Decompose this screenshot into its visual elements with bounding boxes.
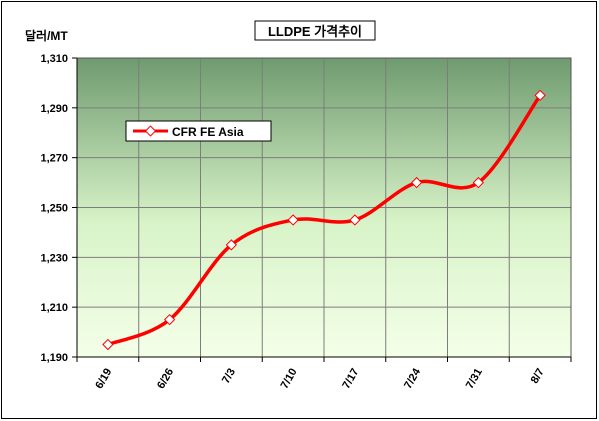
chart-title: LLDPE 가격추이 [268, 24, 362, 39]
x-tick-label: 7/10 [279, 367, 300, 392]
x-tick-label: 7/3 [220, 367, 238, 386]
data-point-marker [534, 89, 546, 102]
chart-title-box [254, 20, 376, 41]
x-tick-label: 6/26 [155, 367, 176, 392]
data-point-marker [349, 214, 361, 226]
data-point-marker [287, 214, 299, 226]
data-point-marker [225, 239, 238, 251]
x-tick-label: 7/24 [402, 366, 424, 391]
data-point-marker [410, 176, 423, 189]
x-tick-labels: 6/19 6/26 7/3 7/10 7/17 7/24 7/31 8/7 [93, 366, 546, 391]
data-point-marker [472, 176, 485, 189]
data-point-marker [102, 338, 114, 351]
data-point-marker [163, 313, 176, 326]
axes [72, 57, 572, 362]
legend-label: CFR FE Asia [172, 125, 244, 139]
y-tick-label: 1,250 [40, 203, 68, 215]
x-tick-label: 7/31 [464, 367, 485, 392]
legend-box [125, 120, 272, 142]
y-axis-label: 달러/MT [25, 28, 68, 43]
y-tick-label: 1,270 [40, 153, 68, 165]
y-tick-label: 1,190 [40, 352, 68, 364]
y-tick-label: 1,230 [40, 252, 68, 264]
legend: CFR FE Asia [125, 120, 272, 142]
x-tick-label: 8/7 [529, 367, 547, 386]
data-series [102, 89, 546, 351]
y-tick-label: 1,210 [40, 302, 68, 314]
x-tick-label: 6/19 [93, 367, 114, 392]
y-tick-label: 1,290 [40, 103, 68, 115]
y-tick-label: 1,310 [40, 53, 68, 65]
x-tick-label: 7/17 [340, 367, 361, 392]
y-tick-labels: 1,190 1,210 1,230 1,250 1,270 1,290 1,310 [40, 53, 68, 364]
legend-marker-sample [144, 125, 157, 137]
